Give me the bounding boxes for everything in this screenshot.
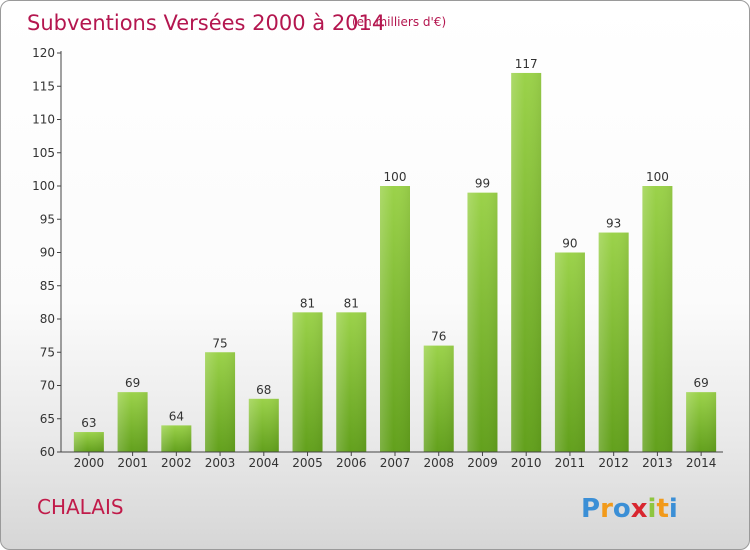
x-tick-label: 2009 [467, 456, 498, 470]
x-tick-label: 2014 [686, 456, 717, 470]
y-tick-label: 120 [32, 46, 55, 60]
x-tick-label: 2005 [292, 456, 323, 470]
bar-value-label: 68 [256, 383, 271, 397]
bar-highlight [248, 398, 279, 452]
bar-value-label: 69 [693, 376, 708, 390]
bar-value-label: 63 [81, 416, 96, 430]
y-tick-label: 90 [40, 246, 55, 260]
bar-highlight [467, 192, 498, 452]
x-tick-label: 2011 [555, 456, 586, 470]
bar-highlight [380, 186, 410, 452]
x-tick-label: 2012 [598, 456, 629, 470]
y-tick-label: 100 [32, 179, 55, 193]
x-tick-label: 2007 [380, 456, 411, 470]
bar-value-label: 117 [515, 57, 538, 71]
y-tick-label: 70 [40, 379, 55, 393]
bar-value-label: 64 [169, 409, 184, 423]
bar-value-label: 76 [431, 330, 446, 344]
bar-highlight [686, 392, 717, 452]
y-tick-label: 75 [40, 345, 55, 359]
svg-text:Proxiti: Proxiti [581, 494, 678, 524]
y-axis: 60 65 70 75 80 85 90 95 100 105 110 115 120 [32, 46, 62, 459]
bar-highlight [73, 432, 104, 452]
bar-value-label: 99 [475, 177, 490, 191]
bar-value-label: 81 [344, 296, 359, 310]
proxiti-logo: Proxiti [581, 494, 678, 524]
y-tick-label: 65 [40, 412, 55, 426]
commune-name: CHALAIS [37, 495, 124, 519]
x-tick-label: 2013 [642, 456, 673, 470]
bar-highlight [423, 345, 454, 452]
bar-value-label: 100 [384, 170, 407, 184]
y-tick-label: 80 [40, 312, 55, 326]
chart-subtitle: (en milliers d'€) [352, 15, 446, 29]
bar-highlight [511, 72, 542, 452]
y-tick-label: 115 [32, 79, 55, 93]
bar-highlight [292, 312, 323, 452]
x-tick-label: 2010 [511, 456, 542, 470]
bar-value-label: 93 [606, 217, 621, 231]
x-tick-label: 2002 [161, 456, 192, 470]
bar-highlight [554, 252, 585, 452]
y-tick-label: 110 [32, 113, 55, 127]
chart-title: Subventions Versées 2000 à 2014 [27, 11, 385, 35]
y-tick-label: 85 [40, 279, 55, 293]
bar-highlight [598, 232, 629, 452]
bars: 63 69 64 75 68 81 81 100 76 99 117 90 93 100 69 [73, 57, 717, 452]
y-tick-label: 105 [32, 146, 55, 160]
bar-value-label: 81 [300, 296, 315, 310]
x-tick-label: 2006 [336, 456, 367, 470]
bar-value-label: 100 [646, 170, 669, 184]
bar-value-label: 69 [125, 376, 140, 390]
bar-value-label: 75 [212, 336, 227, 350]
bar-highlight [336, 312, 367, 452]
bar-highlight [117, 392, 148, 452]
bar-highlight [642, 186, 673, 452]
x-tick-label: 2003 [205, 456, 236, 470]
x-tick-label: 2001 [117, 456, 148, 470]
x-axis: 2000 2001 2002 2003 2004 2005 2006 2007 2008 2009… [61, 451, 723, 470]
x-tick-label: 2000 [74, 456, 105, 470]
x-tick-label: 2008 [423, 456, 454, 470]
y-tick-label: 95 [40, 212, 55, 226]
x-tick-label: 2004 [249, 456, 280, 470]
y-tick-label: 60 [40, 445, 55, 459]
bar-value-label: 90 [562, 237, 577, 251]
bar-highlight [161, 425, 192, 452]
bar-highlight [205, 352, 236, 452]
